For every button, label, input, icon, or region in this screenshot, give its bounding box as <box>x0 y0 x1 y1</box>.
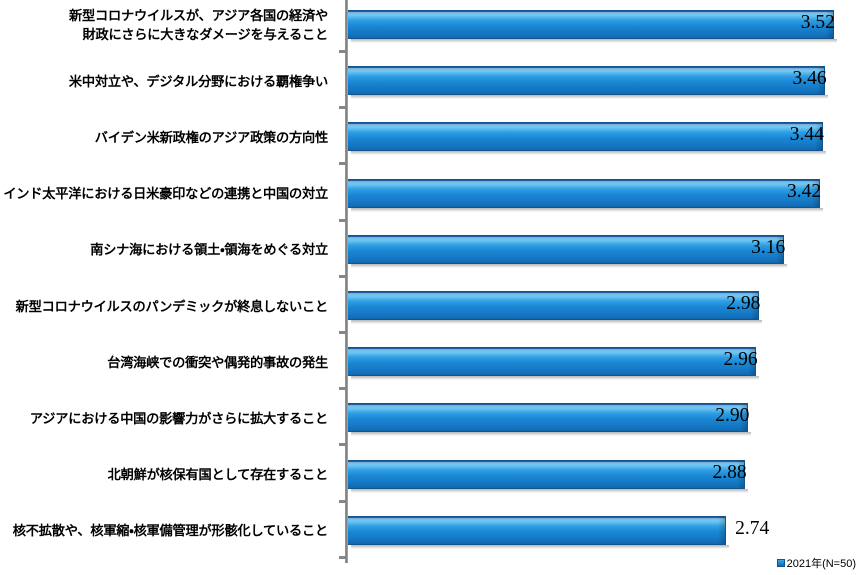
bar-value-label: 2.90 <box>715 405 750 427</box>
category-label-line: 財政にさらに大きなダメージを与えること <box>82 27 329 42</box>
bar-shadow <box>351 376 760 381</box>
category-label: 北朝鮮が核保有国として存在すること <box>0 447 338 503</box>
category-label-line: 新型コロナウイルスが、アジア各国の経済や <box>69 8 328 23</box>
bar[interactable] <box>348 234 788 268</box>
axis-tick <box>339 331 346 334</box>
bar-shadow <box>351 432 752 437</box>
axis-tick <box>339 387 346 391</box>
category-axis-line <box>345 0 348 563</box>
bar-shadow <box>351 263 788 268</box>
bar-shadow <box>351 95 829 100</box>
category-label: 台湾海峡での衝突や偶発的事故の発生 <box>0 334 338 390</box>
bar-fill <box>348 66 826 96</box>
bar-value-label: 2.74 <box>735 517 770 539</box>
bar-fill <box>348 291 760 320</box>
category-label: 新型コロナウイルスのパンデミックが終息しないこと <box>0 278 338 334</box>
bar-value-label: 3.44 <box>789 124 824 146</box>
bar-shadow <box>351 151 826 156</box>
bar-row: インド太平洋における日米豪印などの連携と中国の対立 3.42 <box>0 166 860 222</box>
category-label-line: 米中対立や、デジタル分野における覇権争い <box>68 73 328 89</box>
bar-value-label: 3.46 <box>792 68 827 90</box>
category-label: 核不拡散や、核軍縮・核軍備管理が形骸化していること <box>0 503 338 559</box>
axis-tick <box>339 106 346 110</box>
category-label: 南シナ海における領土・領海をめぐる対立 <box>0 222 338 278</box>
bar-row: アジアにおける中国の影響力がさらに拡大すること 2.90 <box>0 390 860 446</box>
bar-fill <box>348 515 727 545</box>
bar-fill <box>348 122 823 152</box>
bar-shadow <box>351 488 749 493</box>
chart-legend: 2021年(N=50) <box>776 555 856 571</box>
category-label-line: 台湾海峡での衝突や偶発的事故の発生 <box>107 354 328 370</box>
category-label: 新型コロナウイルスが、アジア各国の経済や財政にさらに大きなダメージを与えること <box>0 0 338 53</box>
bar[interactable] <box>348 66 829 100</box>
legend-square-marker-icon <box>776 559 785 567</box>
bar-fill <box>348 347 757 377</box>
legend-item-label: 2021年(N=50) <box>786 558 856 570</box>
bar-row: 台湾海峡での衝突や偶発的事故の発生 2.96 <box>0 334 860 390</box>
axis-tick <box>339 50 346 53</box>
bar-row: 新型コロナウイルスのパンデミックが終息しないこと 2.98 <box>0 278 860 334</box>
axis-tick <box>339 443 346 447</box>
axis-tick <box>339 218 346 222</box>
bar-value-label: 2.98 <box>726 293 761 314</box>
bar-row: 米中対立や、デジタル分野における覇権争い 3.46 <box>0 53 860 109</box>
bar[interactable] <box>348 515 730 549</box>
axis-tick <box>339 274 346 278</box>
bar-shadow <box>351 544 730 549</box>
category-label-line: インド太平洋における日米豪印などの連携と中国の対立 <box>3 186 328 202</box>
bar[interactable] <box>348 122 826 156</box>
bar-shadow <box>351 207 823 212</box>
bar[interactable] <box>348 403 752 437</box>
bar[interactable] <box>348 10 837 43</box>
bar-value-label: 3.52 <box>800 12 835 33</box>
category-label-line: 北朝鮮が核保有国として存在すること <box>107 467 329 483</box>
bar-row: バイデン米新政権のアジア政策の方向性 3.44 <box>0 109 860 165</box>
bar[interactable] <box>348 178 823 212</box>
bar-fill <box>348 10 834 39</box>
bar-shadow <box>351 320 763 324</box>
bar-shadow <box>351 39 837 43</box>
bar-value-label: 2.96 <box>723 349 758 371</box>
category-label-line: アジアにおける中国の影響力がさらに拡大すること <box>29 410 328 426</box>
category-label: インド太平洋における日米豪印などの連携と中国の対立 <box>0 166 338 222</box>
category-label-line: 南シナ海における領土・領海をめぐる対立 <box>90 242 328 258</box>
bar-fill <box>348 459 746 489</box>
category-label: アジアにおける中国の影響力がさらに拡大すること <box>0 390 338 446</box>
bar[interactable] <box>348 459 749 493</box>
category-label-line: 核不拡散や、核軍縮・核軍備管理が形骸化していること <box>12 523 328 539</box>
bar-value-label: 2.88 <box>712 461 747 483</box>
bar-value-label: 3.42 <box>786 180 822 202</box>
category-label: バイデン米新政権のアジア政策の方向性 <box>0 109 338 165</box>
bar-fill <box>348 234 785 264</box>
category-label: 米中対立や、デジタル分野における覇権争い <box>0 53 338 109</box>
axis-tick <box>339 499 346 503</box>
bar-row: 核不拡散や、核軍縮・核軍備管理が形骸化していること 2.74 <box>0 503 860 559</box>
bar-row: 北朝鮮が核保有国として存在すること 2.88 <box>0 447 860 503</box>
bar[interactable] <box>348 347 760 381</box>
bar-row: 南シナ海における領土・領海をめぐる対立 3.16 <box>0 222 860 278</box>
category-label-line: 新型コロナウイルスのパンデミックが終息しないこと <box>15 298 329 314</box>
bar-value-label: 3.16 <box>751 236 786 258</box>
bar-fill <box>348 178 820 208</box>
axis-tick <box>339 162 346 166</box>
bar-row: 新型コロナウイルスが、アジア各国の経済や財政にさらに大きなダメージを与えること 3… <box>0 0 860 53</box>
bar-fill <box>348 403 749 433</box>
axis-tick <box>339 555 346 559</box>
category-label-line: バイデン米新政権のアジア政策の方向性 <box>94 129 328 145</box>
bar[interactable] <box>348 291 763 324</box>
